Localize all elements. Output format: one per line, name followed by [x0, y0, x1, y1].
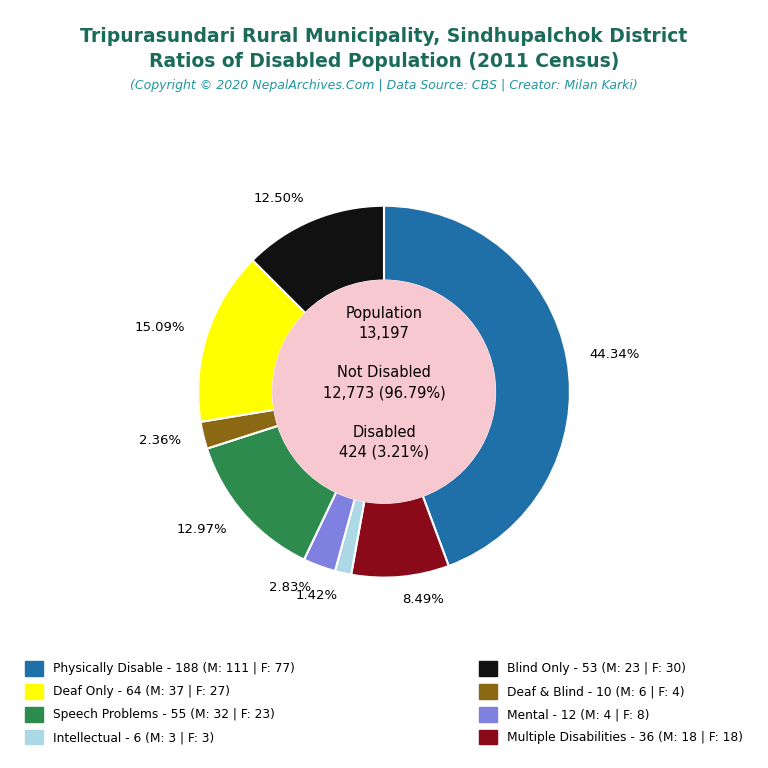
Text: 2.83%: 2.83% [270, 581, 311, 594]
Wedge shape [384, 206, 570, 566]
Text: 8.49%: 8.49% [402, 593, 445, 606]
Text: 12.50%: 12.50% [253, 193, 304, 206]
Wedge shape [200, 409, 278, 449]
Text: Population
13,197

Not Disabled
12,773 (96.79%)

Disabled
424 (3.21%): Population 13,197 Not Disabled 12,773 (9… [323, 306, 445, 459]
Wedge shape [304, 492, 355, 571]
Legend: Blind Only - 53 (M: 23 | F: 30), Deaf & Blind - 10 (M: 6 | F: 4), Mental - 12 (M: Blind Only - 53 (M: 23 | F: 30), Deaf & … [475, 657, 746, 748]
Text: Tripurasundari Rural Municipality, Sindhupalchok District: Tripurasundari Rural Municipality, Sindh… [81, 27, 687, 46]
Text: 1.42%: 1.42% [296, 588, 338, 601]
Text: 2.36%: 2.36% [139, 434, 181, 447]
Text: Ratios of Disabled Population (2011 Census): Ratios of Disabled Population (2011 Cens… [149, 52, 619, 71]
Circle shape [273, 280, 495, 503]
Wedge shape [198, 260, 306, 422]
Text: (Copyright © 2020 NepalArchives.Com | Data Source: CBS | Creator: Milan Karki): (Copyright © 2020 NepalArchives.Com | Da… [130, 79, 638, 92]
Wedge shape [351, 496, 449, 578]
Text: 15.09%: 15.09% [135, 321, 185, 334]
Wedge shape [335, 499, 364, 574]
Wedge shape [253, 206, 384, 313]
Text: 12.97%: 12.97% [177, 522, 227, 535]
Wedge shape [207, 425, 336, 560]
Text: 44.34%: 44.34% [589, 348, 640, 361]
